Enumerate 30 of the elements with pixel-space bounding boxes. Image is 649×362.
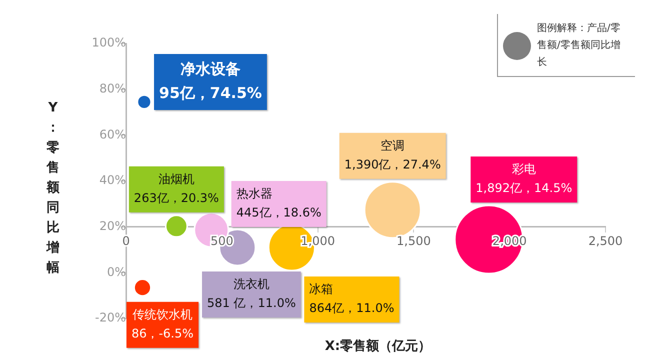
data-label: 581 亿，11.0% [207, 296, 296, 310]
y-tick-label: 40% [99, 173, 126, 188]
data-label: 1,390亿，27.4% [344, 157, 441, 172]
text: 彩电 [512, 162, 536, 176]
x-axis-title: X:零售额（亿元） [324, 338, 432, 354]
x-tick-label: 2,500 [588, 234, 623, 248]
y-tick-label: 20% [99, 218, 126, 233]
text: 油烟机 [158, 172, 194, 186]
y-tick-label: 80% [99, 81, 126, 96]
data-label: 445亿，18.6% [236, 206, 322, 220]
series-label: 传统饮水机 [132, 308, 192, 322]
y-tick-label: -20% [94, 310, 126, 325]
text: Y：零售额同比增幅 [46, 100, 60, 276]
series-label: 冰箱 [309, 282, 334, 296]
x-tick-label: 1,500 [396, 234, 431, 248]
series-label: 热水器 [236, 186, 272, 201]
data-label: 1,892亿，14.5% [476, 181, 572, 196]
data-label: 864亿，11.0% [309, 301, 394, 316]
x-tick-label: 500 [210, 234, 234, 248]
text: 空调 [380, 138, 405, 152]
annotation: 图例解释：产品/零售额/零售额同比增长 [537, 22, 622, 70]
data-label: 86，-6.5% [131, 326, 194, 341]
y-tick-label: 0% [106, 264, 126, 279]
y-tick-label: 60% [99, 127, 126, 142]
data-label: 263亿，20.3% [134, 191, 219, 206]
data-label: 95亿，74.5% [159, 84, 262, 102]
y-tick-label: 100% [92, 36, 126, 50]
text: 净水设备 [180, 60, 240, 78]
series-label: 洗衣机 [233, 277, 270, 292]
x-tick-label: 0 [122, 234, 130, 248]
